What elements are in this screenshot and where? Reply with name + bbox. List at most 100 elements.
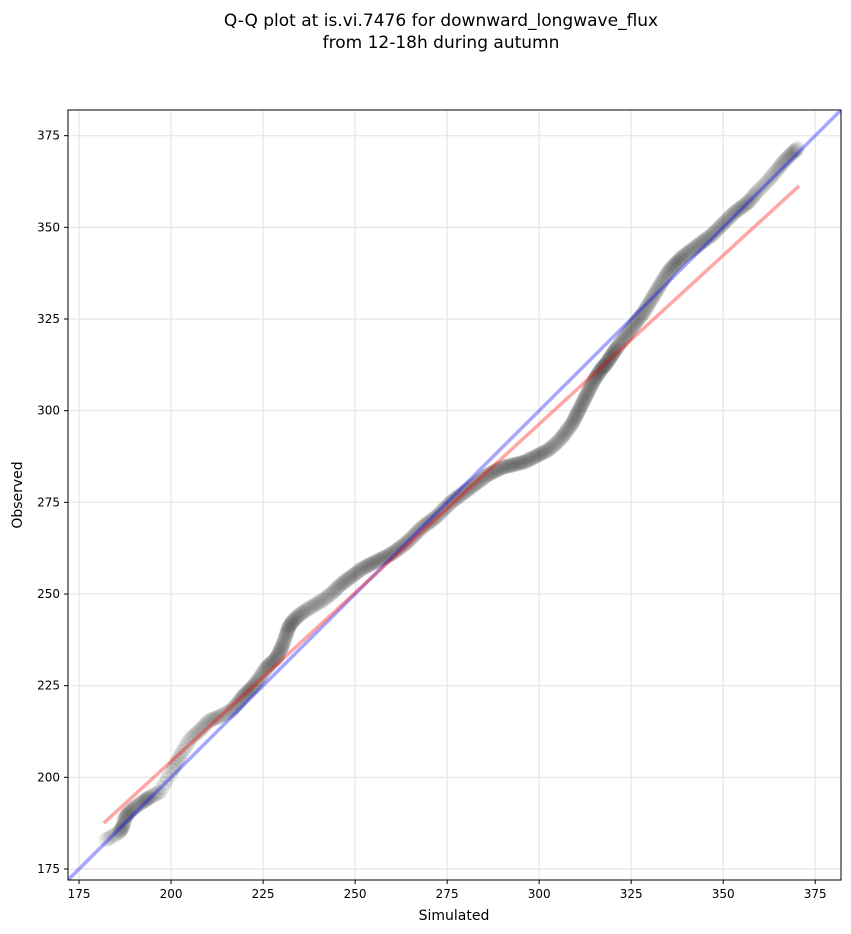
qq-point — [205, 711, 221, 727]
qq-point — [385, 545, 401, 561]
qq-point — [278, 626, 294, 642]
qq-point — [246, 678, 262, 694]
qq-point — [522, 451, 538, 467]
qq-point — [515, 454, 531, 470]
qq-point — [547, 436, 563, 452]
qq-point — [503, 457, 519, 473]
qq-point — [566, 413, 582, 429]
qq-point — [119, 806, 135, 822]
qq-point — [406, 527, 422, 543]
qq-point — [685, 241, 701, 257]
qq-point — [555, 427, 571, 443]
qq-point — [698, 231, 714, 247]
qq-point — [612, 336, 628, 352]
qq-point — [116, 815, 132, 831]
qq-point — [259, 659, 275, 675]
qq-point — [269, 649, 285, 665]
x-tick-label: 200 — [160, 887, 183, 901]
qq-point — [636, 304, 652, 320]
qq-point — [121, 804, 137, 820]
qq-point — [646, 287, 662, 303]
y-tick-label: 350 — [37, 220, 60, 234]
qq-point — [380, 548, 396, 564]
qq-point — [266, 652, 282, 668]
qq-point — [350, 564, 366, 580]
qq-point — [103, 829, 119, 845]
qq-point — [505, 457, 521, 473]
qq-point — [558, 424, 574, 440]
qq-point — [582, 380, 598, 396]
qq-point — [384, 546, 400, 562]
qq-point — [393, 539, 409, 555]
qq-point — [602, 350, 618, 366]
qq-point — [435, 502, 451, 518]
qq-point — [236, 688, 252, 704]
qq-point — [533, 446, 549, 462]
qq-point — [145, 787, 161, 803]
qq-point — [537, 444, 553, 460]
qq-point — [119, 807, 135, 823]
qq-point — [673, 251, 689, 267]
qq-point — [774, 155, 790, 171]
qq-point — [723, 208, 739, 224]
qq-point — [115, 819, 131, 835]
qq-point — [486, 464, 502, 480]
qq-point — [599, 355, 615, 371]
qq-point — [625, 318, 641, 334]
qq-point — [118, 809, 134, 825]
qq-point — [438, 499, 454, 515]
qq-point — [695, 233, 711, 249]
qq-point — [666, 257, 682, 273]
qq-point — [578, 389, 594, 405]
qq-point — [652, 278, 668, 294]
qq-point — [663, 261, 679, 277]
qq-point — [109, 826, 125, 842]
qq-point — [174, 744, 190, 760]
qq-point — [287, 611, 303, 627]
qq-point — [502, 458, 518, 474]
qq-point — [728, 204, 744, 220]
qq-point — [268, 650, 284, 666]
qq-point — [165, 762, 181, 778]
qq-point — [248, 675, 264, 691]
qq-point — [786, 144, 802, 160]
qq-point — [716, 215, 732, 231]
qq-point — [271, 644, 287, 660]
qq-point — [140, 790, 156, 806]
qq-point — [765, 167, 781, 183]
qq-point — [243, 681, 259, 697]
qq-point — [656, 271, 672, 287]
y-tick-label: 375 — [37, 129, 60, 143]
qq-point — [566, 411, 582, 427]
qq-point — [565, 414, 581, 430]
qq-point — [676, 248, 692, 264]
qq-point — [519, 453, 535, 469]
qq-point — [377, 549, 393, 565]
qq-point — [584, 376, 600, 392]
qq-point — [659, 266, 675, 282]
qq-point — [643, 293, 659, 309]
qq-point — [341, 570, 357, 586]
qq-point — [405, 529, 421, 545]
qq-point — [664, 260, 680, 276]
qq-point — [655, 273, 671, 288]
qq-point — [328, 581, 344, 597]
qq-point — [682, 243, 698, 259]
qq-point — [152, 784, 168, 800]
qq-point — [292, 607, 308, 623]
qq-point — [712, 219, 728, 235]
qq-point — [469, 475, 485, 491]
qq-point — [232, 693, 248, 709]
x-tick-label: 275 — [436, 887, 459, 901]
qq-point — [639, 298, 655, 314]
qq-point — [133, 795, 149, 811]
qq-point — [400, 533, 416, 549]
qq-point — [289, 609, 305, 625]
qq-point — [763, 169, 779, 185]
qq-point — [594, 361, 610, 376]
qq-point — [629, 312, 645, 328]
qq-point — [753, 180, 769, 196]
qq-point — [546, 438, 562, 453]
qq-point — [671, 252, 687, 268]
qq-point — [761, 171, 777, 187]
